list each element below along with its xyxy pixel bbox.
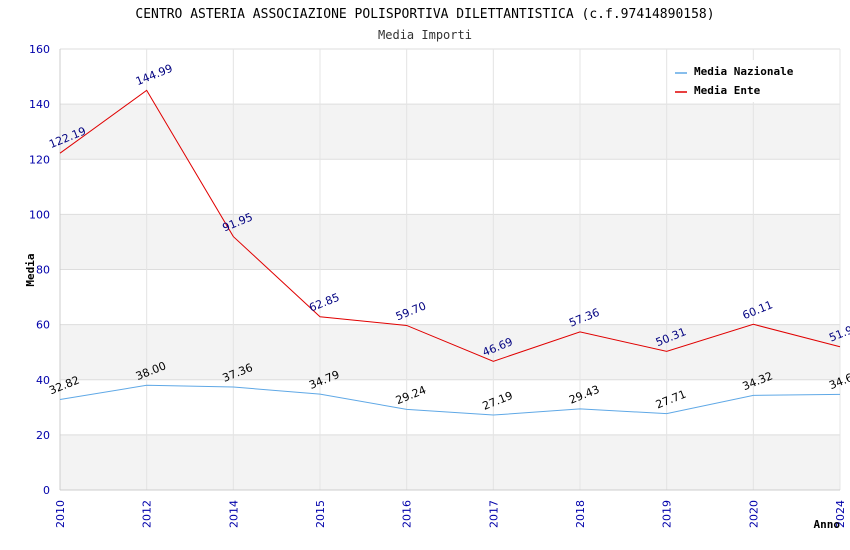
y-tick-label: 160	[29, 43, 50, 56]
x-tick-label: 2017	[487, 500, 500, 528]
y-tick-label: 120	[29, 153, 50, 166]
x-tick-label: 2018	[574, 500, 587, 528]
x-tick-label: 2016	[401, 500, 414, 528]
plot-background	[60, 49, 840, 490]
x-tick-label: 2020	[747, 500, 760, 528]
x-tick-label: 2014	[227, 500, 240, 528]
chart-subtitle: Media Importi	[378, 28, 472, 42]
series-line-media-ente	[59, 89, 841, 362]
series-lines	[59, 89, 841, 416]
chart-title: CENTRO ASTERIA ASSOCIAZIONE POLISPORTIVA…	[135, 7, 714, 22]
axes	[59, 49, 840, 491]
plot-band	[60, 324, 840, 380]
plot-band	[60, 434, 840, 490]
y-axis-ticks: 0 20 40 60 80 100 120 140 160	[29, 43, 50, 497]
x-tick-label: 2024	[834, 500, 847, 528]
y-tick-label: 80	[36, 264, 50, 277]
plot-band	[60, 104, 840, 160]
y-tick-label: 100	[29, 208, 50, 221]
x-tick-label: 2012	[141, 500, 154, 528]
plot-band	[60, 269, 840, 325]
x-axis-title: Anno	[814, 518, 841, 531]
y-tick-label: 140	[29, 98, 50, 111]
x-tick-label: 2015	[314, 500, 327, 528]
plot-band	[60, 214, 840, 270]
y-tick-label: 60	[36, 319, 50, 332]
plot-band	[60, 159, 840, 215]
y-tick-label: 40	[36, 374, 50, 387]
series-line-media-nazionale	[59, 384, 841, 416]
plot-band	[60, 379, 840, 435]
x-tick-label: 2019	[661, 500, 674, 528]
y-tick-label: 0	[43, 484, 50, 497]
legend: Media Nazionale Media Ente	[670, 60, 810, 102]
legend-box	[670, 60, 810, 102]
legend-label-media-ente: Media Ente	[694, 84, 761, 97]
y-axis-title: Media	[24, 253, 37, 286]
x-axis-ticks: 2010 2012 2014 2015 2016 2017 2018 2019 2020 2024	[54, 500, 847, 528]
y-tick-label: 20	[36, 429, 50, 442]
legend-label-media-nazionale: Media Nazionale	[694, 65, 794, 78]
x-tick-label: 2010	[54, 500, 67, 528]
